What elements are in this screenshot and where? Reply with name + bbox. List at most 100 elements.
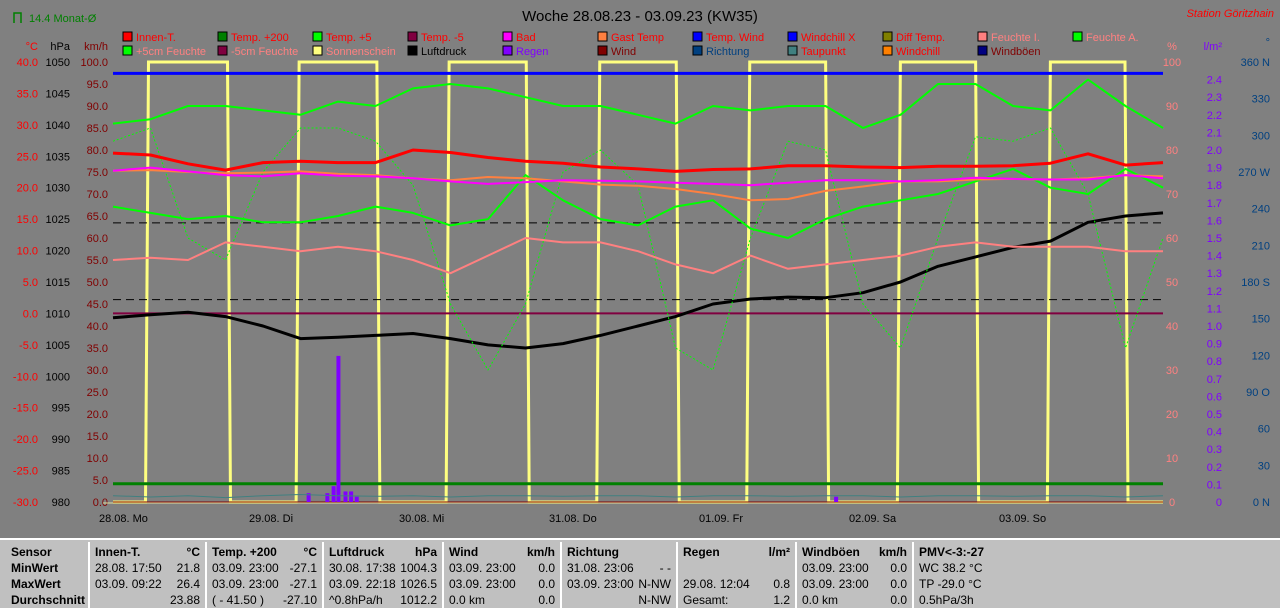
celsius-tick-label: -10.0 xyxy=(13,371,38,383)
direction-tick-label: 0 N xyxy=(1253,497,1270,509)
percent-axis-unit: % xyxy=(1167,41,1177,53)
legend-label: Gast Temp xyxy=(611,32,664,44)
kmh-tick-label: 5.0 xyxy=(93,475,108,487)
table-row: 31.08. 23:06 - - xyxy=(567,560,671,576)
legend-label: Sonnenschein xyxy=(326,46,396,58)
series-feuchte-i- xyxy=(112,237,1163,275)
rain-tick-label: 0.3 xyxy=(1207,444,1222,456)
legend-label: Taupunkt xyxy=(801,46,846,58)
series-innen-t- xyxy=(112,148,1164,173)
table-value: 0.0 xyxy=(538,593,555,607)
celsius-tick-label: -15.0 xyxy=(13,403,38,415)
legend-swatch xyxy=(122,45,133,56)
legend-item: Windböen xyxy=(977,45,1041,58)
rain-bar xyxy=(343,491,348,502)
sunshine-day-2 xyxy=(413,60,563,504)
table-row: 0.5hPa/3h xyxy=(919,592,1275,608)
legend-item: Gast Temp xyxy=(597,31,664,44)
hpa-axis-unit: hPa xyxy=(50,41,70,53)
table-header: PMV<-3:-27 xyxy=(919,544,1275,560)
table-value: 1004.3 xyxy=(400,561,437,575)
x-tick-label: 02.09. Sa xyxy=(849,513,897,525)
table-row: 03.09. 22:18 1026.5 xyxy=(329,576,437,592)
table-header: Windböen km/h xyxy=(802,544,907,560)
hpa-tick-label: 985 xyxy=(52,466,70,478)
legend-label: Diff Temp. xyxy=(896,32,945,44)
table-section-temp-200: Temp. +200 °C 03.09. 23:00 -27.1 03.09. 23:0… xyxy=(205,542,322,608)
table-label: 31.08. 23:06 xyxy=(567,561,634,575)
legend-label: Innen-T. xyxy=(136,32,176,44)
hpa-tick-label: 1000 xyxy=(46,371,70,383)
legend-swatch xyxy=(217,31,228,42)
table-unit: km/h xyxy=(526,545,555,559)
rain-tick-label: 1.4 xyxy=(1207,251,1222,263)
table-value: 0.8 xyxy=(773,577,790,591)
table-label: 29.08. 12:04 xyxy=(683,577,750,591)
plot-area: 28.08. Mo 29.08. Di 30.08. Mi 31.08. Do 01.0… xyxy=(99,60,1164,525)
celsius-tick-label: 20.0 xyxy=(17,183,38,195)
percent-tick-label: 20 xyxy=(1166,409,1178,421)
x-tick-label: 29.08. Di xyxy=(249,513,293,525)
table-row: 29.08. 12:04 0.8 xyxy=(683,576,790,592)
table-value: 0.0 xyxy=(538,577,555,591)
table-section-sensor: Sensor MinWert MaxWert Durchschnitt xyxy=(6,542,88,608)
series-bad xyxy=(112,166,1164,187)
table-label: 03.09. 23:00 xyxy=(212,577,279,591)
hpa-tick-label: 1020 xyxy=(46,246,70,258)
table-value: 0.0 xyxy=(890,577,907,591)
direction-tick-label: 180 S xyxy=(1241,277,1270,289)
chart-title: Woche 28.08.23 - 03.09.23 (KW35) xyxy=(522,8,758,25)
legend-swatch xyxy=(502,45,513,56)
legend-label: Feuchte I. xyxy=(991,32,1040,44)
percent-tick-label: 10 xyxy=(1166,453,1178,465)
legend-swatch xyxy=(312,31,323,42)
table-row: Gesamt: 1.2 xyxy=(683,592,790,608)
table-value: - - xyxy=(659,561,671,575)
table-header: Wind xyxy=(449,545,479,559)
rain-tick-label: 1.6 xyxy=(1207,215,1222,227)
legend-label: Regen xyxy=(516,46,548,58)
direction-tick-label: 60 xyxy=(1258,424,1270,436)
percent-tick-label: 80 xyxy=(1166,145,1178,157)
legend-item: Temp. Wind xyxy=(692,31,764,44)
percent-tick-label: 90 xyxy=(1166,101,1178,113)
legend-swatch xyxy=(407,45,418,56)
legend-swatch xyxy=(1072,31,1083,42)
kmh-tick-label: 45.0 xyxy=(87,299,108,311)
table-header: Richtung xyxy=(567,545,619,559)
legend-item: Feuchte A. xyxy=(1072,31,1139,44)
table-label: 0.0 km xyxy=(802,593,839,607)
table-header: Temp. +200 °C xyxy=(212,544,317,560)
table-section-wind: Wind km/h 03.09. 23:00 0.0 03.09. 23:00 0.0 0.… xyxy=(442,542,560,608)
legend-label: Wind xyxy=(611,46,636,58)
celsius-tick-label: 30.0 xyxy=(17,120,38,132)
series-taupunkt xyxy=(112,494,1164,499)
hpa-tick-label: 1005 xyxy=(46,340,70,352)
legend-swatch xyxy=(407,31,418,42)
table-header: Luftdruck hPa xyxy=(329,544,437,560)
kmh-tick-label: 10.0 xyxy=(87,453,108,465)
celsius-tick-label: 35.0 xyxy=(17,88,38,100)
table-label: 0.5hPa/3h xyxy=(919,593,974,607)
monthly-average: 14.4 Monat-Ø xyxy=(29,13,97,25)
table-row: TP -29.0 °C xyxy=(919,576,1275,592)
table-header: Richtung xyxy=(567,544,671,560)
celsius-tick-label: 10.0 xyxy=(17,246,38,258)
table-label: TP -29.0 °C xyxy=(919,577,982,591)
x-tick-label: 30.08. Mi xyxy=(399,513,444,525)
table-section-innen-t-: Innen-T. °C 28.08. 17:50 21.8 03.09. 09:22 26… xyxy=(88,542,205,608)
celsius-tick-label: 40.0 xyxy=(17,57,38,69)
celsius-tick-label: 0.0 xyxy=(23,308,38,320)
kmh-tick-label: 25.0 xyxy=(87,387,108,399)
table-row: 03.09. 23:00 0.0 xyxy=(802,560,907,576)
rain-tick-label: 1.2 xyxy=(1207,286,1222,298)
rain-tick-label: 1.8 xyxy=(1207,180,1222,192)
table-value: 21.8 xyxy=(176,561,200,575)
table-row: 03.09. 23:00 -27.1 xyxy=(212,576,317,592)
legend-label: Temp. -5 xyxy=(421,32,464,44)
rain-tick-label: 2.2 xyxy=(1207,110,1222,122)
direction-tick-label: 30 xyxy=(1258,460,1270,472)
kmh-tick-label: 0.0 xyxy=(93,497,108,509)
rain-tick-label: 1.0 xyxy=(1207,321,1222,333)
hpa-tick-label: 1015 xyxy=(46,277,70,289)
